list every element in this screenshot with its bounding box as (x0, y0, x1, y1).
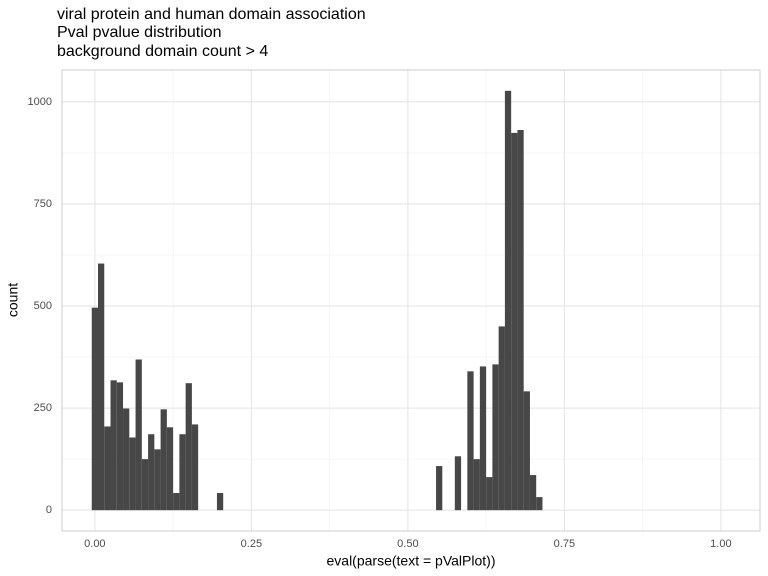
x-tick-label: 0.00 (84, 538, 105, 550)
bar (436, 466, 443, 511)
bar (166, 427, 174, 511)
y-tick-label: 750 (34, 198, 52, 210)
bar (511, 132, 518, 511)
bar (154, 449, 161, 511)
x-tick-label: 0.75 (554, 538, 575, 550)
x-tick-label: 0.50 (397, 538, 418, 550)
chart-title: viral protein and human domain associati… (57, 6, 366, 23)
bar (517, 130, 524, 511)
bar (173, 493, 180, 511)
bar (498, 326, 505, 511)
bar (486, 477, 493, 511)
x-tick-label: 0.25 (241, 538, 262, 550)
bar (141, 459, 149, 511)
x-tick-label: 1.00 (710, 538, 731, 550)
bar (91, 307, 98, 511)
bar (479, 366, 487, 511)
bar (523, 391, 530, 511)
y-tick-label: 250 (34, 402, 52, 414)
bar (473, 459, 480, 511)
bar (104, 426, 111, 511)
bar (116, 382, 124, 511)
y-axis-title: count (5, 283, 21, 317)
y-tick-label: 500 (34, 300, 52, 312)
x-axis-title: eval(parse(text = pValPlot)) (327, 553, 496, 569)
bar (454, 456, 462, 511)
bar (129, 437, 136, 511)
bar (123, 408, 130, 511)
bar (160, 409, 167, 511)
bar (148, 434, 155, 511)
y-tick-label: 0 (46, 504, 52, 516)
bar (191, 424, 199, 511)
bar (179, 434, 186, 511)
bar (529, 475, 537, 511)
bar (185, 383, 192, 511)
bar (492, 364, 499, 511)
panel-border (61, 69, 761, 532)
bar (504, 90, 512, 511)
bar (135, 359, 142, 511)
chart-title: background domain count > 4 (57, 43, 268, 60)
bar (536, 497, 543, 511)
y-tick-label: 1000 (28, 96, 52, 108)
bar (216, 493, 224, 511)
bar (467, 371, 474, 511)
bar (97, 263, 105, 511)
chart-title: Pval pvalue distribution (57, 24, 222, 41)
bar (110, 380, 117, 511)
